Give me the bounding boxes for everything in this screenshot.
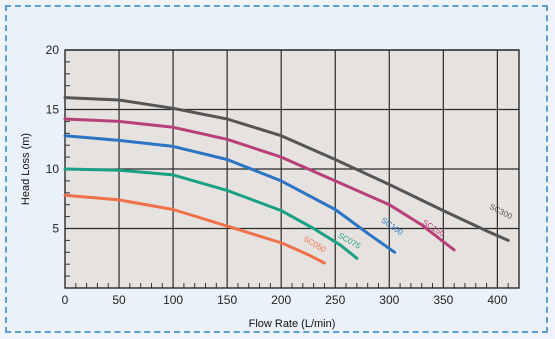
curve-sc150 [63,117,456,252]
x-tick-label-150: 150 [217,293,237,307]
x-tick-label-300: 300 [379,293,399,307]
y-tick-label-20: 20 [46,43,60,57]
x-tick-label-50: 50 [112,293,126,307]
curve-sc075 [63,167,359,260]
x-tick-label-400: 400 [487,293,507,307]
figure-frame: SC300 SC150 SC100 SC075 SC050 0 50 100 150 200 25… [5,5,548,333]
curve-sc300 [63,96,510,242]
x-tick-label-350: 350 [433,293,453,307]
x-tick-label-200: 200 [271,293,291,307]
curve-sc100 [63,134,397,254]
curve-sc050 [63,193,326,265]
x-tick-label-250: 250 [325,293,345,307]
x-axis-title: Flow Rate (L/min) [249,318,336,330]
y-tick-label-10: 10 [46,162,60,176]
y-tick-label-15: 15 [46,103,60,117]
x-tick-label-0: 0 [62,293,69,307]
y-tick-label-5: 5 [52,222,59,236]
x-tick-label-100: 100 [163,293,183,307]
y-axis-title: Head Loss (m) [20,133,32,205]
